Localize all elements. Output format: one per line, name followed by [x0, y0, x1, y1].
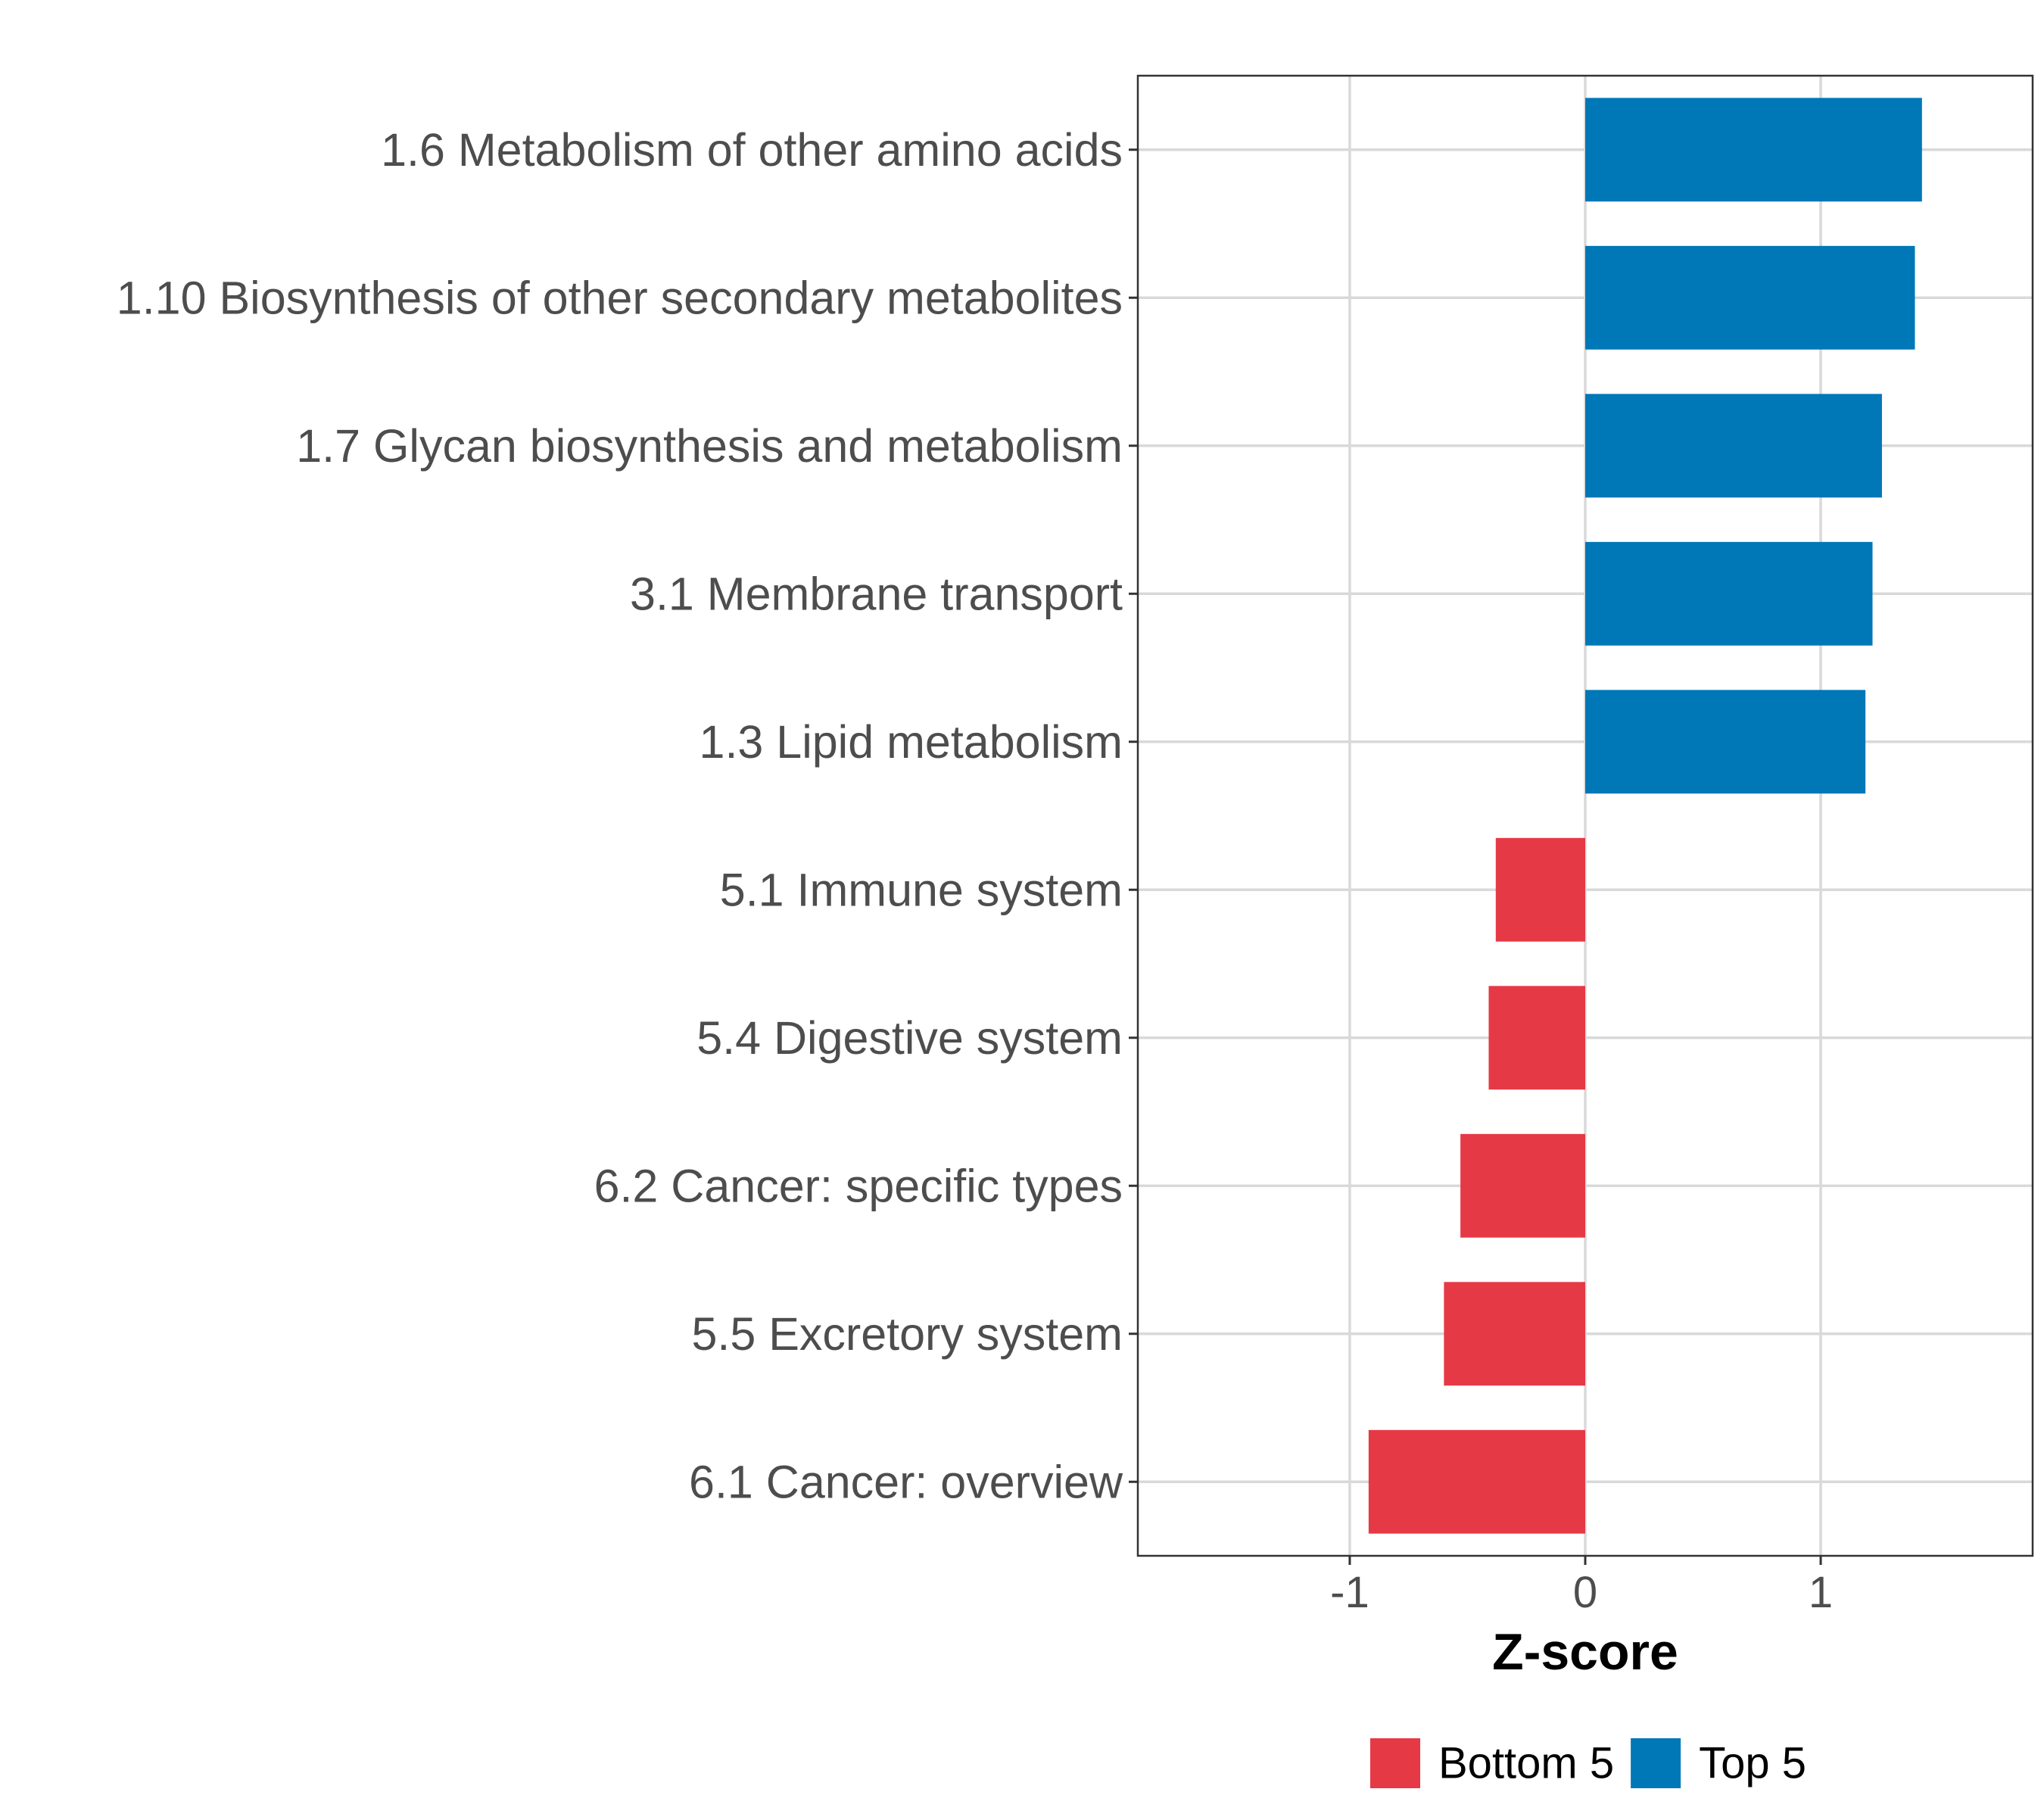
category-label: 1.6 Metabolism of other amino acids [381, 124, 1123, 176]
bar-4 [1585, 541, 1873, 646]
legend-swatch-1 [1370, 1738, 1420, 1788]
legend: Bottom 5 Top 5 [1370, 1738, 1806, 1788]
x-tick-label: -1 [1330, 1568, 1369, 1617]
bar-8 [1460, 1133, 1585, 1238]
x-tick-label: 1 [1809, 1568, 1833, 1617]
bar-9 [1444, 1282, 1585, 1386]
category-label: 5.4 Digestive system [696, 1012, 1123, 1064]
bar-3 [1585, 394, 1882, 498]
category-label: 1.3 Lipid metabolism [700, 716, 1123, 768]
category-label: 1.10 Biosynthesis of other secondary met… [117, 272, 1123, 323]
bar-2 [1585, 245, 1915, 350]
y-axis-ticks: 1.6 Metabolism of other amino acids 1.10 … [117, 124, 1138, 1507]
category-label: 3.1 Membrane transport [630, 568, 1123, 619]
category-label: 1.7 Glycan biosynthesis and metabolism [296, 420, 1123, 472]
category-label: 5.1 Immune system [720, 864, 1123, 915]
legend-swatch-2 [1631, 1738, 1681, 1788]
category-label: 6.2 Cancer: specific types [594, 1160, 1123, 1211]
legend-label: Bottom 5 [1438, 1739, 1614, 1788]
x-axis-ticks: -1 0 1 [1330, 1556, 1833, 1617]
bar-5 [1585, 690, 1866, 794]
bar-1 [1585, 98, 1922, 202]
bars [1368, 98, 1922, 1534]
legend-label: Top 5 [1699, 1739, 1806, 1788]
bar-10 [1368, 1429, 1585, 1534]
bar-7 [1488, 986, 1585, 1090]
category-label: 6.1 Cancer: overview [689, 1456, 1123, 1507]
category-label: 5.5 Excretory system [692, 1308, 1123, 1360]
x-tick-label: 0 [1573, 1568, 1597, 1617]
x-axis-title: Z-score [1492, 1623, 1678, 1681]
bar-6 [1495, 837, 1585, 942]
